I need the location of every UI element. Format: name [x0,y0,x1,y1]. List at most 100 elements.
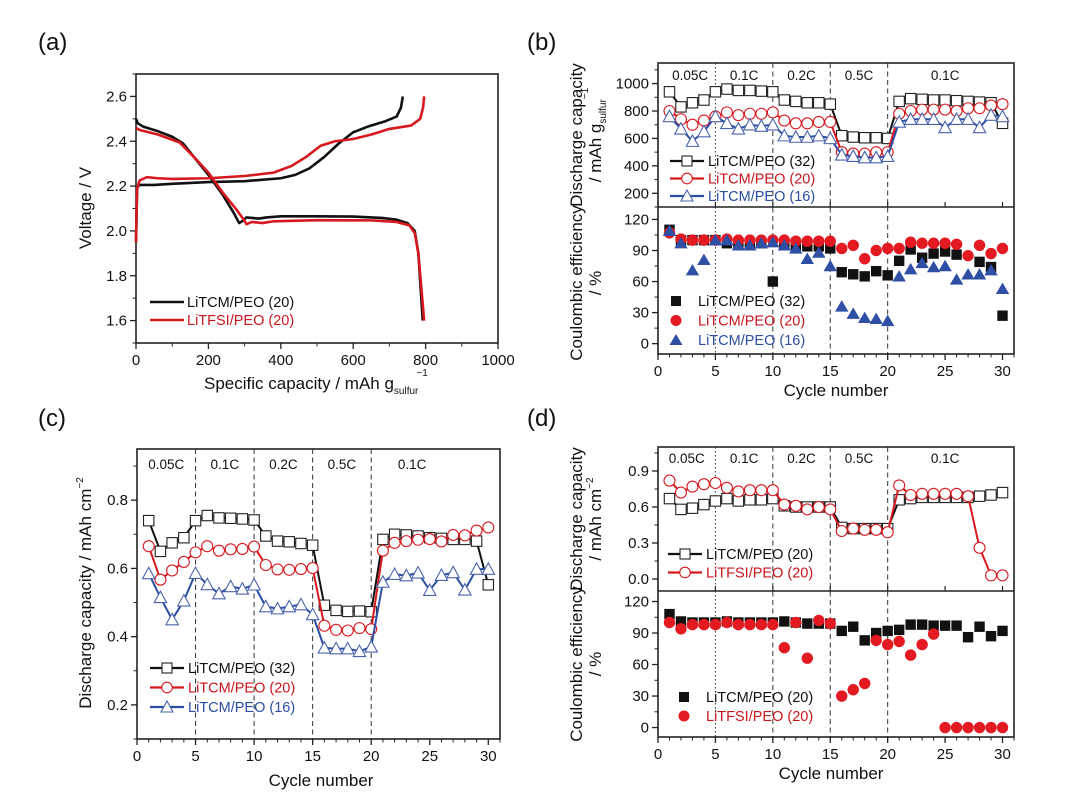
data-point-circle [248,540,261,553]
y-tick-label: 0.0 [628,571,649,588]
data-point-circle [271,563,284,576]
data-point-square [201,509,214,522]
data-point-square [698,498,710,511]
y-tick-label: 30 [632,688,649,705]
data-point-triangle [949,111,964,125]
y-tick-label: 1.6 [106,313,127,330]
data-point-square [962,632,974,643]
x-tick-label: 30 [994,363,1011,380]
data-point-circle [755,484,768,497]
legend-item: LiTCM/PEO (32) [671,294,805,310]
data-point-circle [859,677,871,690]
data-point-triangle [434,567,449,581]
data-point-triangle [469,561,484,575]
data-point-triangle [915,111,930,125]
data-point-circle [893,635,905,648]
data-point-square [189,514,202,527]
x-tick-label: 0 [133,748,141,765]
data-point-square [824,98,837,110]
y-axis-title-bottom-units: / % [586,271,605,296]
data-point-triangle [777,128,792,142]
y-tick-label: 2.6 [106,88,127,105]
data-point-circle [836,690,848,702]
data-point-circle [318,619,331,632]
data-point-square [939,620,951,631]
data-point-circle [985,247,997,260]
x-tick-label: 15 [822,363,839,380]
data-point-square [679,692,689,702]
data-point-square [905,619,916,630]
data-point-square [939,246,951,257]
legend-label: LiTCM/PEO (32) [188,661,295,677]
data-point-circle [423,533,436,546]
data-point-triangle [662,224,677,237]
data-point-square [709,495,722,507]
data-point-square [154,545,167,558]
x-tick-label: 0 [654,746,662,763]
data-point-circle [790,235,802,247]
data-point-square [882,270,893,281]
legend-item: LiTFSI/PEO (20) [678,709,813,725]
data-point-triangle [375,574,391,588]
data-point-circle [789,499,802,512]
data-point-triangle [410,565,426,579]
data-point-square [755,85,768,97]
y-axis-title-top-units: / mAh cm−2 [585,477,605,561]
x-tick-label: 800 [413,352,438,369]
data-point-square [905,244,916,255]
data-point-triangle [160,699,174,713]
data-point-circle [670,315,682,326]
data-point-triangle [200,577,215,591]
data-point-circle [732,485,745,498]
data-point-circle [686,234,699,246]
y-tick-label: 120 [624,211,649,228]
data-point-square [836,267,847,278]
data-point-circle [201,540,214,553]
data-point-triangle [446,565,461,579]
x-tick-label: 5 [711,746,719,763]
data-point-triangle [153,590,168,604]
data-point-triangle [823,259,837,272]
y-tick-label: 2.0 [106,223,127,240]
data-point-circle [939,237,951,249]
rate-label: 0.05C [672,68,708,83]
data-point-circle [801,503,814,516]
legend-label: LiTFSI/PEO (20) [706,709,813,725]
data-point-square [224,512,237,525]
data-point-circle [224,543,237,556]
legend-item: LiTCM/PEO (20) [668,547,813,563]
data-point-circle [166,564,179,577]
data-point-triangle [141,566,156,580]
data-point-triangle [708,109,723,123]
series-markers [663,474,1009,582]
panel-label: (d) [527,405,556,432]
rate-label: 0.05C [148,457,184,472]
data-point-triangle [892,270,906,282]
data-point-square [767,86,779,98]
data-point-circle [686,480,699,493]
x-axis-title: Cycle number [784,381,889,400]
data-point-triangle [754,118,769,132]
data-point-square [295,537,307,550]
data-point-square [213,512,225,524]
data-point-triangle [903,262,918,275]
legend-label: LiTCM/PEO (20) [706,547,813,563]
data-point-triangle [857,150,872,164]
rate-label: 0.5C [845,451,874,466]
data-point-circle [950,238,963,250]
data-point-triangle [903,111,918,125]
data-point-circle [720,481,733,494]
rate-label: 0.05C [669,451,705,466]
data-point-triangle [317,640,332,654]
data-point-triangle [834,147,849,161]
y-axis-title: Discharge capacity / mAh cm−2 [75,477,95,709]
data-point-square [236,513,249,525]
rate-label: 0.2C [269,457,298,472]
data-point-circle [927,628,940,640]
data-point-square [482,579,495,591]
data-point-circle [353,622,366,635]
data-point-circle [812,115,825,129]
data-point-triangle [399,568,414,582]
curve-discharge [135,126,426,321]
